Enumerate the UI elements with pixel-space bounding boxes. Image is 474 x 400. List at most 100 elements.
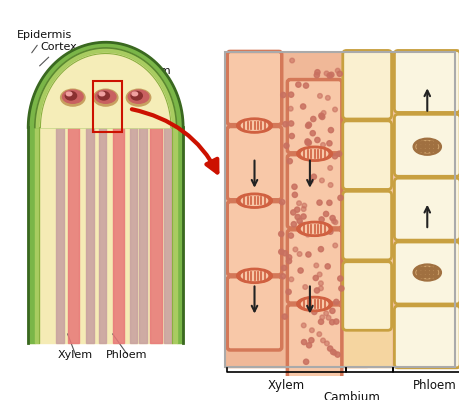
Ellipse shape (66, 92, 72, 96)
Circle shape (290, 58, 294, 63)
Circle shape (292, 184, 297, 190)
Bar (28, 128, 183, 344)
Circle shape (434, 274, 438, 278)
Circle shape (421, 148, 425, 152)
Circle shape (296, 82, 301, 87)
Circle shape (337, 276, 343, 281)
Ellipse shape (301, 299, 328, 309)
FancyBboxPatch shape (227, 126, 282, 200)
Circle shape (319, 319, 324, 324)
FancyBboxPatch shape (394, 50, 460, 112)
Circle shape (326, 315, 331, 320)
Ellipse shape (131, 92, 142, 100)
Circle shape (325, 302, 330, 307)
Bar (226, 52, 456, 367)
Circle shape (283, 122, 288, 127)
Circle shape (329, 72, 334, 78)
Circle shape (306, 123, 311, 128)
Circle shape (330, 216, 335, 221)
Circle shape (320, 315, 325, 320)
Circle shape (417, 148, 421, 152)
Circle shape (297, 218, 302, 224)
Circle shape (289, 277, 294, 282)
Circle shape (325, 264, 330, 269)
Circle shape (319, 113, 324, 118)
Ellipse shape (241, 271, 268, 280)
Circle shape (309, 179, 313, 183)
Circle shape (311, 174, 317, 179)
Circle shape (297, 252, 302, 256)
Circle shape (330, 308, 335, 314)
Circle shape (434, 271, 438, 274)
Circle shape (289, 121, 294, 126)
Circle shape (303, 285, 308, 289)
Circle shape (336, 68, 340, 73)
Bar (139, 128, 146, 344)
Circle shape (328, 166, 332, 170)
FancyBboxPatch shape (287, 155, 342, 228)
Circle shape (421, 271, 425, 274)
Circle shape (429, 141, 433, 145)
Circle shape (306, 140, 311, 145)
Bar (226, 52, 367, 367)
Text: Xylem: Xylem (268, 380, 305, 392)
Circle shape (298, 268, 303, 273)
Circle shape (291, 222, 296, 227)
Ellipse shape (98, 92, 109, 100)
Circle shape (301, 323, 306, 328)
Circle shape (425, 271, 429, 274)
Circle shape (321, 110, 326, 115)
Circle shape (289, 92, 294, 97)
Ellipse shape (297, 296, 332, 312)
Ellipse shape (413, 264, 441, 281)
Circle shape (321, 338, 325, 343)
Bar (177, 128, 183, 344)
Circle shape (429, 267, 433, 271)
Circle shape (293, 247, 298, 252)
Circle shape (314, 72, 319, 78)
Bar (56, 128, 64, 344)
Circle shape (283, 251, 288, 256)
Ellipse shape (237, 268, 273, 283)
Circle shape (302, 203, 307, 208)
Circle shape (332, 350, 337, 355)
Bar (113, 128, 124, 344)
FancyBboxPatch shape (287, 80, 342, 153)
Circle shape (327, 200, 332, 206)
Circle shape (317, 272, 322, 277)
Circle shape (425, 145, 429, 148)
Bar (172, 128, 177, 344)
FancyBboxPatch shape (343, 50, 392, 119)
Circle shape (286, 258, 292, 264)
Circle shape (326, 96, 330, 100)
Circle shape (295, 214, 301, 220)
Circle shape (310, 147, 315, 152)
Ellipse shape (301, 224, 328, 234)
Bar (150, 128, 162, 344)
Circle shape (282, 265, 287, 270)
Circle shape (328, 229, 333, 234)
Circle shape (305, 140, 310, 145)
Circle shape (434, 141, 438, 145)
Circle shape (281, 92, 286, 98)
FancyBboxPatch shape (343, 191, 392, 260)
Circle shape (425, 141, 429, 145)
Circle shape (304, 230, 309, 235)
Circle shape (280, 200, 285, 205)
Text: Pith: Pith (71, 54, 99, 78)
Ellipse shape (416, 141, 438, 153)
Text: Cambium: Cambium (118, 66, 171, 106)
FancyBboxPatch shape (287, 305, 342, 378)
FancyBboxPatch shape (287, 230, 342, 303)
Ellipse shape (61, 89, 85, 106)
FancyBboxPatch shape (394, 114, 460, 176)
Circle shape (310, 116, 316, 122)
Circle shape (333, 107, 337, 112)
Circle shape (306, 343, 312, 348)
Circle shape (337, 151, 342, 156)
Circle shape (288, 106, 293, 111)
Circle shape (329, 320, 335, 325)
Circle shape (318, 94, 322, 98)
Circle shape (305, 139, 310, 144)
Text: Cortex: Cortex (40, 42, 77, 66)
